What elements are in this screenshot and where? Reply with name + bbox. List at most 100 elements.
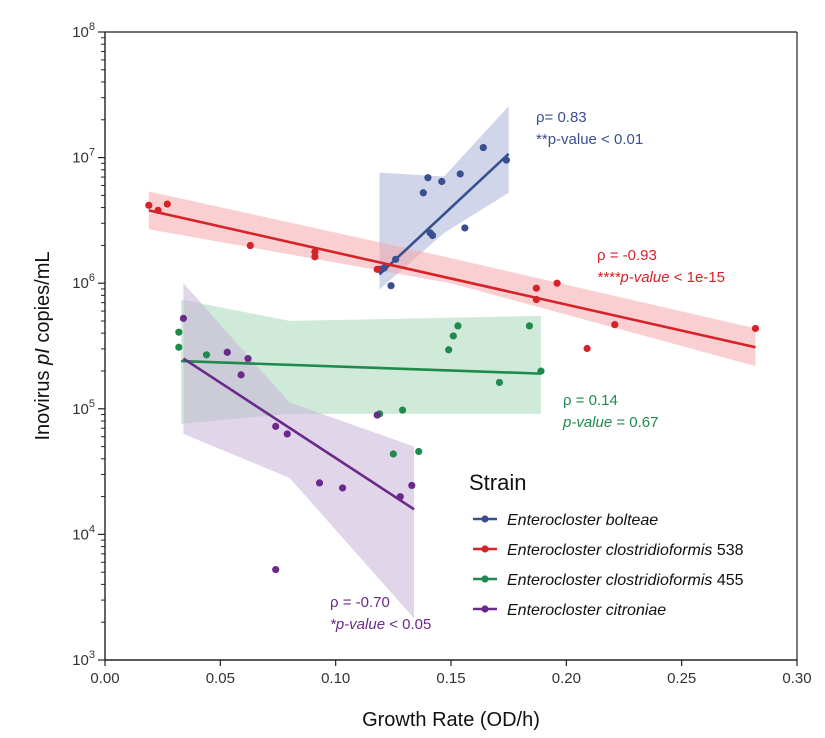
p-value-threshold: < 1e-15 — [670, 269, 725, 286]
p-value-label: *p-value < 0.05 — [330, 616, 431, 633]
legend-swatch-marker — [481, 515, 489, 523]
legend-strain-name: Enterocloster clostridioformis — [507, 572, 712, 589]
data-point-series-3-3 — [244, 354, 252, 363]
p-value-threshold: = 0.67 — [612, 414, 658, 431]
data-point-series-2-4 — [389, 450, 397, 458]
data-point-series-1-8 — [532, 295, 540, 304]
data-point-series-0-12 — [502, 156, 510, 164]
data-point-series-2-0 — [175, 328, 183, 336]
y-tick-base: 10 — [72, 652, 89, 669]
y-axis-title-prefix: Inovirus — [32, 365, 54, 441]
y-axis-title-gene: pI — [32, 348, 54, 366]
data-point-series-3-5 — [283, 430, 291, 438]
y-tick-exponent: 6 — [89, 272, 95, 284]
y-tick-base: 10 — [72, 24, 89, 41]
data-point-series-1-2 — [163, 200, 171, 208]
data-point-series-1-10 — [583, 344, 591, 353]
data-point-series-3-7 — [338, 484, 347, 492]
significance-stars: ** — [536, 131, 548, 148]
y-tick-label: 106 — [72, 272, 95, 292]
correlation-rho-label: ρ = 0.14 — [563, 392, 618, 409]
data-point-series-2-1 — [175, 343, 183, 351]
data-point-series-0-10 — [461, 224, 469, 232]
data-point-series-2-7 — [445, 346, 453, 354]
x-tick-label: 0.25 — [667, 670, 696, 687]
legend-strain-name: Enterocloster bolteae — [507, 512, 658, 529]
y-tick-exponent: 7 — [89, 147, 95, 159]
confidence-band-series-3 — [183, 283, 415, 619]
x-tick-label: 0.30 — [782, 670, 811, 687]
legend-strain-name: Enterocloster citroniae — [507, 602, 666, 619]
data-point-series-2-9 — [454, 322, 462, 330]
correlation-rho-label: ρ = -0.70 — [330, 594, 390, 611]
correlation-rho-label: ρ = -0.93 — [597, 247, 657, 264]
correlation-rho-label: ρ= 0.83 — [536, 109, 587, 126]
legend-swatch-marker — [481, 575, 489, 583]
data-point-series-3-0 — [179, 314, 188, 322]
p-value-name: p-value — [562, 414, 612, 431]
data-point-series-2-8 — [449, 332, 457, 340]
y-tick-base: 10 — [72, 526, 89, 543]
data-point-series-2-6 — [415, 447, 423, 456]
y-tick-exponent: 4 — [89, 523, 95, 535]
significance-stars: **** — [597, 269, 622, 286]
x-axis-title: Growth Rate (OD/h) — [362, 709, 540, 731]
x-tick-label: 0.05 — [206, 670, 235, 687]
x-tick-label: 0.15 — [436, 670, 465, 687]
fit-line-series-0 — [378, 152, 510, 276]
data-point-series-3-10 — [408, 481, 416, 490]
y-tick-label: 108 — [72, 21, 95, 41]
data-point-series-0-8 — [438, 177, 446, 186]
data-point-series-1-1 — [154, 206, 162, 214]
data-point-series-1-12 — [751, 324, 760, 333]
data-point-series-0-9 — [456, 170, 464, 178]
fit-line-series-3 — [182, 357, 415, 511]
data-point-series-1-9 — [553, 279, 561, 287]
data-point-series-0-2 — [387, 282, 395, 290]
legend-strain-id: 538 — [712, 542, 743, 559]
data-point-series-0-3 — [392, 255, 400, 263]
significance-stars: * — [330, 616, 337, 633]
data-point-series-0-4 — [419, 189, 427, 197]
y-tick-base: 10 — [72, 401, 89, 418]
legend-entry-label: Enterocloster clostridioformis 538 — [507, 542, 744, 559]
data-point-series-3-1 — [223, 348, 231, 356]
data-point-series-0-11 — [479, 143, 487, 152]
p-value-label: ****p-value < 1e-15 — [597, 269, 725, 286]
y-axis-title: Inovirus pI copies/mL — [32, 252, 54, 441]
y-tick-label: 104 — [72, 523, 95, 543]
y-tick-exponent: 3 — [89, 649, 95, 661]
data-point-series-2-10 — [495, 378, 504, 387]
p-value-name: p-value — [619, 269, 669, 286]
p-value-threshold: < 0.05 — [385, 616, 431, 633]
data-point-series-2-11 — [525, 322, 534, 330]
data-point-series-3-9 — [396, 493, 404, 501]
fit-line-series-1 — [148, 209, 756, 349]
data-point-series-0-1 — [380, 264, 388, 272]
x-tick-label: 0.00 — [90, 670, 119, 687]
data-point-series-1-7 — [532, 284, 540, 292]
y-axis-title-suffix: copies/mL — [32, 252, 54, 349]
x-tick-label: 0.20 — [552, 670, 581, 687]
legend-entry-label: Enterocloster bolteae — [507, 512, 658, 529]
data-point-series-3-2 — [237, 371, 245, 379]
data-point-series-0-7 — [428, 231, 437, 240]
data-point-series-2-12 — [537, 367, 545, 375]
data-point-series-1-11 — [611, 321, 619, 329]
data-point-series-3-11 — [272, 565, 280, 574]
p-value-threshold: < 0.01 — [597, 131, 643, 148]
y-tick-base: 10 — [72, 150, 89, 167]
legend-swatch-marker — [481, 545, 489, 553]
data-point-series-3-4 — [272, 422, 280, 430]
data-point-series-1-4 — [311, 248, 319, 256]
x-tick-label: 0.10 — [321, 670, 350, 687]
data-point-series-3-8 — [373, 411, 381, 419]
fit-line-series-2 — [181, 359, 542, 375]
p-value-label: **p-value < 0.01 — [536, 131, 643, 148]
data-point-series-1-5 — [311, 253, 319, 261]
y-tick-base: 10 — [72, 275, 89, 292]
y-tick-label: 103 — [72, 649, 95, 669]
data-point-series-1-0 — [145, 201, 153, 209]
p-value-name: p-value — [335, 616, 385, 633]
